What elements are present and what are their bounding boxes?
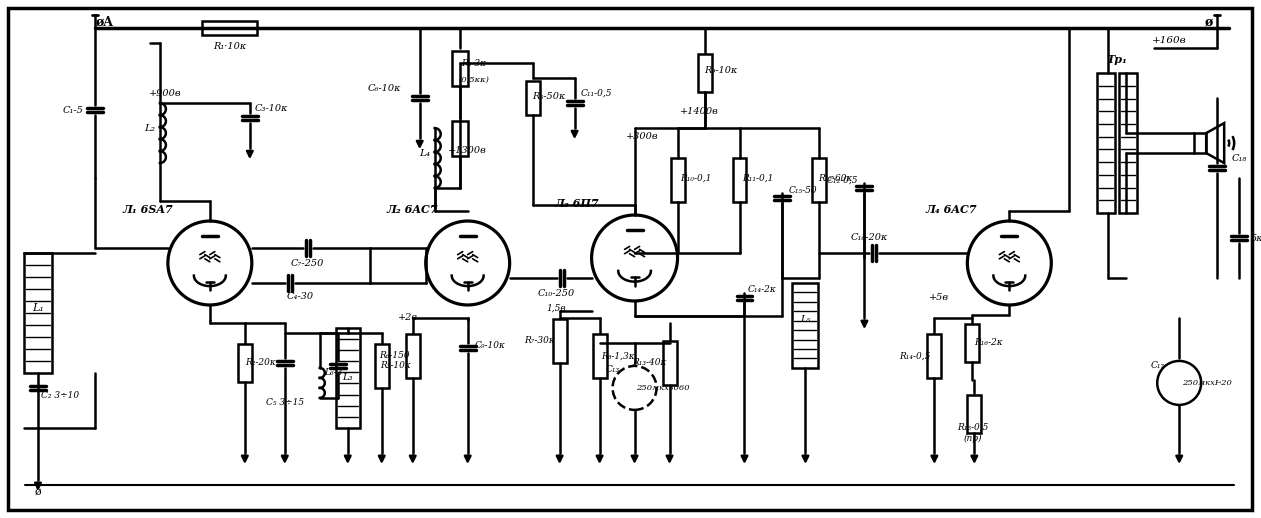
Bar [1120,73,1137,213]
Text: 1,5в: 1,5в [547,304,566,312]
Text: R₁₃-40κ: R₁₃-40κ [632,358,667,367]
Text: C₁₇: C₁₇ [1150,362,1164,370]
Bar [593,334,607,378]
Bar [24,253,52,373]
Text: R₁₁-0,1: R₁₁-0,1 [741,174,773,182]
Bar [662,341,677,385]
Bar [451,121,468,155]
Text: R₁₄-0,5: R₁₄-0,5 [899,351,931,361]
Text: +1300в: +1300в [449,146,487,154]
Text: ø: ø [34,487,42,497]
Bar [792,283,818,368]
Text: R₄-3κ: R₄-3κ [462,59,487,68]
Text: Л₂ 6AC7: Л₂ 6AC7 [387,204,439,214]
Bar [238,344,252,382]
Text: C₁₆-20κ: C₁₆-20κ [851,233,888,241]
Text: C₅ 3÷15: C₅ 3÷15 [266,398,304,407]
Text: Л₁ 6SA7: Л₁ 6SA7 [122,204,173,214]
Text: R₁₀-0,1: R₁₀-0,1 [680,174,711,182]
Text: R₉-10κ: R₉-10κ [704,66,738,75]
Text: C₃-10κ: C₃-10κ [255,104,289,112]
Bar [451,51,468,85]
Bar [1194,133,1207,153]
Text: C₄-30: C₄-30 [286,293,314,301]
Text: +160в: +160в [1151,36,1187,45]
Text: C₂ 3÷10: C₂ 3÷10 [40,392,79,400]
Text: 5κ: 5κ [1251,234,1261,242]
Bar [733,158,747,202]
Text: (0,5κκ): (0,5κκ) [458,76,489,84]
Text: L₃: L₃ [343,373,353,382]
Text: L₁: L₁ [32,303,44,313]
Text: C₇-250: C₇-250 [291,260,324,268]
Bar [1097,73,1115,213]
Bar [927,334,942,378]
Bar [335,328,359,428]
Text: C₁₄-2κ: C₁₄-2κ [748,285,777,294]
Bar [552,319,566,363]
Text: R₁₂-60κ: R₁₂-60κ [818,174,852,182]
Text: C₁₅-50: C₁₅-50 [788,185,817,195]
Text: L₅: L₅ [801,315,811,324]
Text: +1400в: +1400в [680,107,719,116]
Text: R₅-50κ: R₅-50κ [532,92,565,100]
Bar [966,324,980,362]
Text: Л₃ 6П7: Л₃ 6П7 [555,197,599,209]
Text: R₈-1,3κ: R₈-1,3κ [600,351,634,361]
Text: C₁₀-250: C₁₀-250 [538,290,575,298]
Text: C₁₃: C₁₃ [605,365,619,375]
Text: R₁₆-2κ: R₁₆-2κ [973,338,1002,348]
Bar [202,21,257,35]
Text: C₆-10κ: C₆-10κ [368,83,401,93]
Text: C₉-10κ: C₉-10κ [474,341,506,351]
Text: +900в: +900в [149,89,182,97]
Bar [967,395,981,433]
Text: L₂: L₂ [145,124,155,133]
Bar [526,81,540,115]
Text: R₁·10κ: R₁·10κ [213,41,246,51]
Bar [812,158,826,202]
Text: R₁₅-0,5
(пр): R₁₅-0,5 (пр) [957,423,989,443]
Text: R₃-10κ: R₃-10κ [381,362,411,370]
Text: +5в: +5в [929,294,950,303]
Text: ø: ø [1206,16,1213,28]
Text: L₆-3: L₆-3 [324,368,343,378]
Text: R₂-20κ: R₂-20κ [246,358,276,367]
Text: C₁₈: C₁₈ [1232,153,1247,163]
Text: +2в: +2в [397,313,417,323]
Text: Л₄ 6AC7: Л₄ 6AC7 [926,204,977,214]
Text: C₁₁-0,5: C₁₁-0,5 [581,89,613,97]
Text: C₁₂-0,5: C₁₂-0,5 [827,176,859,184]
Text: Tр₁: Tр₁ [1107,54,1127,65]
Text: 250мкхз060: 250мкхз060 [636,384,690,392]
Text: 250мкхͰ20: 250мкхͰ20 [1183,379,1232,387]
Text: R₇-30κ: R₇-30κ [525,337,555,346]
Bar [697,54,711,92]
Text: L₄: L₄ [419,149,430,157]
Text: R₆-150: R₆-150 [380,351,410,361]
Bar [406,334,420,378]
Text: C₁-5: C₁-5 [63,106,83,114]
Bar [671,158,685,202]
Bar [375,344,388,388]
Text: +300в: +300в [627,132,658,140]
Text: øA: øA [96,16,113,28]
